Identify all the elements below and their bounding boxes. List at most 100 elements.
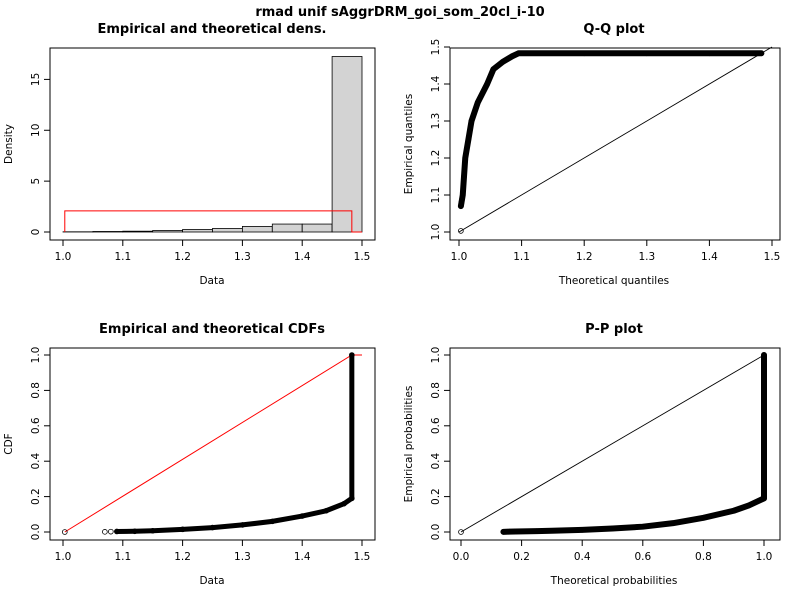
data-point xyxy=(461,173,467,180)
reference-line xyxy=(458,46,773,233)
y-axis-label: Empirical probabilities xyxy=(403,386,415,503)
data-point xyxy=(474,99,481,106)
empirical-cdf-point xyxy=(349,495,355,502)
y-tick-label: 1.0 xyxy=(430,347,442,364)
histogram-bar xyxy=(301,223,333,233)
data-point xyxy=(639,523,646,530)
data-point xyxy=(706,50,713,57)
x-tick-label: 1.1 xyxy=(114,551,131,563)
empirical-cdf-point xyxy=(341,500,347,507)
data-point xyxy=(500,58,506,65)
x-tick-label: 0.2 xyxy=(513,551,530,563)
plot-title: Empirical and theoretical CDFs xyxy=(99,322,325,337)
empirical-cdf-point xyxy=(114,528,120,535)
reference-line xyxy=(460,354,765,533)
y-tick-label: 0 xyxy=(30,229,42,236)
x-axis-label: Theoretical quantiles xyxy=(558,275,669,287)
y-tick-label: 10 xyxy=(30,124,42,137)
x-tick-label: 1.3 xyxy=(234,251,251,263)
y-axis-label: CDF xyxy=(3,433,15,454)
figure-title: rmad unif sAggrDRM_goi_som_20cl_i-10 xyxy=(255,5,544,20)
cdf-panel: Empirical and theoretical CDFs Data CDF 1.0… xyxy=(3,322,376,587)
data-point xyxy=(700,515,707,521)
histogram-bar xyxy=(92,231,124,233)
x-tick-label: 1.2 xyxy=(174,251,191,263)
x-tick-label: 0.6 xyxy=(634,551,651,563)
empirical-cdf-point xyxy=(108,528,114,535)
x-tick-label: 1.4 xyxy=(294,551,311,563)
plot-title: P-P plot xyxy=(585,322,643,337)
empirical-cdf-point xyxy=(102,529,108,535)
pp-panel: P-P plot Theoretical probabilities Empiric… xyxy=(403,322,781,587)
empirical-cdf-point xyxy=(209,524,216,531)
empirical-cdf-point xyxy=(131,528,138,535)
y-tick-label: 0.2 xyxy=(30,488,42,505)
x-tick-label: 1.3 xyxy=(638,251,655,263)
y-tick-label: 0.0 xyxy=(430,524,442,541)
x-tick-label: 1.5 xyxy=(354,551,371,563)
x-tick-label: 1.3 xyxy=(234,551,251,563)
data-point xyxy=(758,50,765,57)
y-tick-label: 1.0 xyxy=(30,347,42,364)
data-point xyxy=(581,50,587,57)
plot-frame xyxy=(449,347,781,541)
empirical-cdf-point xyxy=(299,513,306,519)
data-point xyxy=(746,502,752,509)
density-panel: Empirical and theoretical dens. Data Densi… xyxy=(3,22,376,287)
plot-frame xyxy=(449,47,781,241)
plot-title: Q-Q plot xyxy=(583,22,644,37)
data-point xyxy=(462,155,469,161)
x-tick-label: 0.8 xyxy=(695,551,712,563)
data-point xyxy=(490,66,497,72)
qq-panel: Q-Q plot Theoretical quantiles Empirical q… xyxy=(403,22,781,287)
y-tick-label: 0.0 xyxy=(30,524,42,541)
empirical-cdf-curve xyxy=(114,352,355,534)
histogram-bar xyxy=(152,230,183,233)
histogram-bar xyxy=(122,230,154,233)
y-tick-label: 1.5 xyxy=(430,39,442,56)
x-axis-label: Theoretical probabilities xyxy=(550,575,678,587)
data-point xyxy=(512,528,519,535)
y-tick-label: 1.1 xyxy=(430,187,442,204)
plot-title: Empirical and theoretical dens. xyxy=(97,22,326,37)
y-tick-label: 1.2 xyxy=(430,150,442,167)
y-axis-label: Density xyxy=(3,124,15,164)
empirical-cdf-point xyxy=(149,527,156,534)
data-point xyxy=(643,50,650,57)
plot-frame xyxy=(49,347,376,541)
data-point xyxy=(609,525,616,532)
x-tick-label: 1.2 xyxy=(174,551,191,563)
data-points-curve xyxy=(500,352,767,535)
histogram-bar xyxy=(331,56,363,233)
histogram-bar xyxy=(241,226,273,233)
data-point xyxy=(579,527,585,533)
x-tick-label: 1.1 xyxy=(513,251,530,263)
data-point xyxy=(549,527,555,534)
x-tick-label: 1.0 xyxy=(756,551,773,563)
data-point xyxy=(500,529,507,535)
histogram-bar xyxy=(212,228,243,233)
data-point xyxy=(465,136,472,143)
data-point xyxy=(458,529,464,535)
y-tick-label: 0.8 xyxy=(430,382,442,399)
empirical-cdf-point xyxy=(61,529,68,535)
data-point xyxy=(484,81,490,87)
x-tick-label: 1.4 xyxy=(294,251,311,263)
data-point xyxy=(533,528,540,534)
y-tick-label: 15 xyxy=(30,73,42,86)
x-tick-label: 0.0 xyxy=(453,551,470,563)
plot-frame xyxy=(49,47,376,241)
empirical-cdf-point xyxy=(179,526,186,533)
x-axis-label: Data xyxy=(199,575,224,587)
y-tick-label: 0.2 xyxy=(430,488,442,505)
data-point xyxy=(468,118,475,124)
data-point xyxy=(459,195,465,202)
x-tick-label: 1.0 xyxy=(451,251,468,263)
x-tick-label: 1.1 xyxy=(114,251,131,263)
y-tick-label: 5 xyxy=(30,178,42,185)
data-point xyxy=(458,199,465,206)
y-tick-label: 0.6 xyxy=(30,417,42,434)
empirical-cdf-point xyxy=(323,507,329,514)
histogram-bar xyxy=(182,229,213,233)
y-tick-label: 0.8 xyxy=(30,382,42,399)
